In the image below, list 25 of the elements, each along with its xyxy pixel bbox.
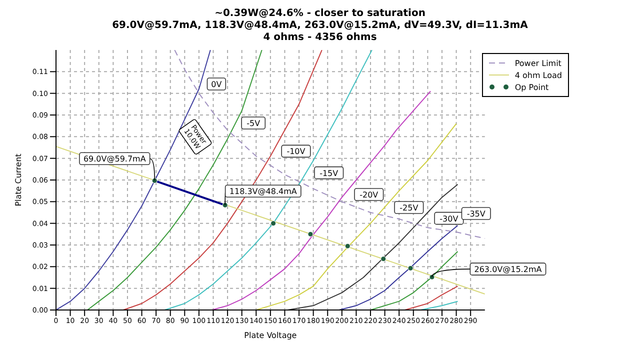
annotation: -35V	[466, 210, 486, 218]
annotation: -30V	[440, 214, 459, 224]
x-axis-title: Plate Voltage	[244, 331, 297, 340]
annotation: -20V	[360, 190, 379, 200]
legend-label: 4 ohm Load	[514, 70, 562, 80]
point	[380, 256, 386, 262]
annotation: 263.0V@15.2mA	[474, 265, 542, 274]
annotation: -5V	[246, 119, 261, 128]
legend-label: Power Limit	[514, 58, 562, 68]
line-series	[211, 90, 432, 310]
line-series	[404, 286, 458, 310]
point	[270, 220, 276, 226]
y-axis-title: Plate Current	[14, 154, 23, 206]
annotation: 69.0V@59.7mA	[83, 154, 146, 164]
point	[344, 243, 350, 249]
point	[308, 231, 314, 237]
legend-label: Op Point	[514, 82, 549, 92]
annotation: -15V	[320, 168, 339, 178]
line-series	[370, 251, 458, 310]
annotation: -10V	[286, 147, 306, 156]
annotation: 118.3V@48.4mA	[229, 187, 298, 196]
annotation: -25V	[400, 204, 419, 212]
annotation: 0V	[211, 80, 222, 89]
point	[408, 265, 414, 271]
chart-title: ~0.39W@24.6% - closer to saturation 69.0V@59.7mA, 118.3V@48.4mA, 263.0V@15.2mA, dV=49.3V, dI=11.3mA 4 ohms - 4356 ohms	[111, 8, 529, 44]
